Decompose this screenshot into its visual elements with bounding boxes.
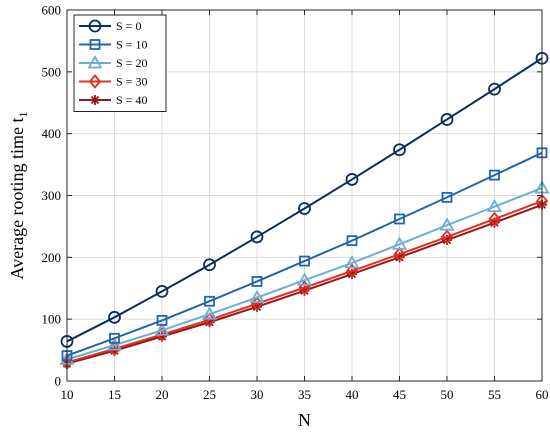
- data-point: [204, 295, 215, 307]
- x-tick-label: 50: [441, 387, 454, 402]
- data-point: [440, 113, 454, 126]
- data-point: [391, 236, 408, 250]
- series-2: [59, 180, 550, 365]
- y-tick-label: 600: [42, 3, 62, 18]
- data-point: [394, 213, 405, 225]
- data-point: [156, 315, 168, 326]
- x-tick-label: 15: [108, 387, 121, 402]
- series-line: [66, 151, 543, 357]
- data-point: [106, 337, 123, 351]
- data-point: [439, 217, 455, 231]
- x-tick-label: 30: [251, 387, 264, 402]
- legend-label: S = 20: [116, 56, 147, 70]
- ticks: 10 15 20 25 30 35 40 45 50 55 60010020030040050060…: [42, 3, 549, 403]
- legend-label: S = 30: [116, 75, 147, 89]
- data-point: [249, 289, 265, 303]
- legend-marker: [90, 95, 100, 105]
- data-point: [488, 82, 501, 96]
- data-point: [154, 322, 170, 336]
- legend-marker: [87, 55, 103, 69]
- data-point: [489, 169, 500, 181]
- y-tick-label: 400: [42, 126, 62, 141]
- data-point: [345, 263, 359, 279]
- y-tick-label: 100: [42, 312, 62, 327]
- legend-entry: S = 20: [79, 55, 147, 70]
- data-point: [203, 258, 216, 272]
- x-tick-label: 55: [488, 387, 501, 402]
- data-point: [344, 255, 360, 269]
- legend-entry: S = 30: [79, 74, 147, 89]
- x-axis-title: N: [298, 410, 311, 430]
- y-tick-label: 200: [42, 250, 62, 265]
- series-line: [66, 200, 543, 364]
- data-point: [298, 280, 311, 296]
- x-tick-label: 40: [346, 387, 359, 402]
- x-tick-label: 10: [61, 387, 74, 402]
- y-tick-label: 0: [55, 374, 62, 389]
- legend-marker: [88, 74, 102, 89]
- x-tick-label: 60: [536, 387, 549, 402]
- y-axis-title-main: Average rooting time: [7, 127, 27, 280]
- legend-marker: [89, 39, 101, 50]
- legend-label: S = 10: [116, 38, 147, 52]
- y-tick-label: 500: [42, 64, 62, 79]
- data-point: [440, 229, 454, 245]
- data-point: [441, 191, 453, 203]
- legend-label: S = 0: [116, 19, 141, 33]
- y-axis-title-subscript: 1: [16, 111, 30, 117]
- data-point: [345, 173, 359, 186]
- series-line: [66, 57, 543, 343]
- legend: S = 0 S = 10 S = 20 S = 30 S = 40: [73, 14, 167, 112]
- y-axis-title-var: t: [7, 117, 27, 122]
- data-point: [393, 246, 406, 262]
- legend-marker: [88, 19, 102, 33]
- data-point: [488, 211, 501, 227]
- data-point: [486, 198, 503, 213]
- x-tick-label: 35: [298, 387, 311, 402]
- legend-entry: S = 40: [79, 93, 147, 107]
- data-point: [203, 312, 216, 328]
- legend-entry: S = 10: [79, 38, 147, 52]
- x-tick-label: 20: [156, 387, 169, 402]
- series-line: [66, 187, 543, 361]
- y-tick-label: 300: [42, 188, 62, 203]
- legend-entry: S = 0: [79, 19, 141, 33]
- data-point: [108, 310, 121, 324]
- x-tick-label: 45: [393, 387, 406, 402]
- data-point: [298, 202, 311, 215]
- data-point: [296, 272, 313, 286]
- legend-label: S = 40: [116, 93, 147, 107]
- data-point: [299, 255, 310, 267]
- data-point: [201, 306, 218, 320]
- data-point: [250, 230, 264, 244]
- data-point: [155, 327, 169, 343]
- data-point: [251, 276, 263, 287]
- x-tick-label: 25: [203, 387, 216, 402]
- data-point: [155, 284, 169, 298]
- data-point: [346, 235, 358, 247]
- y-axis-title: Average rooting time t1: [7, 111, 30, 279]
- data-point: [393, 143, 406, 157]
- data-point: [109, 332, 120, 344]
